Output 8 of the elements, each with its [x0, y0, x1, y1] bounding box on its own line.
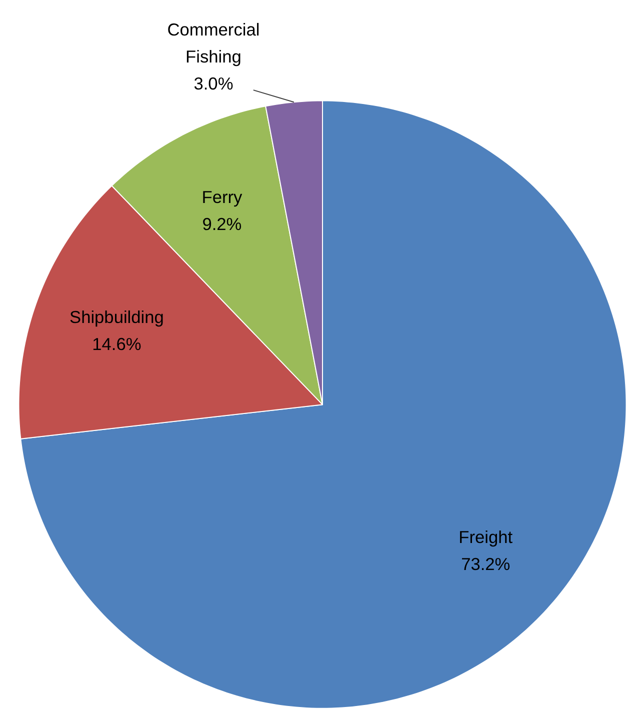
slice-label: Ferry — [202, 186, 243, 207]
data-label: 73.2% — [461, 554, 510, 574]
slice-label: Freight — [458, 526, 513, 547]
data-label: 14.6% — [92, 334, 142, 354]
slice-label: Commercial Fishing — [167, 20, 260, 67]
slice-label: Shipbuilding — [70, 306, 164, 327]
data-label: 9.2% — [202, 214, 242, 234]
data-label: 3.0% — [194, 74, 234, 94]
